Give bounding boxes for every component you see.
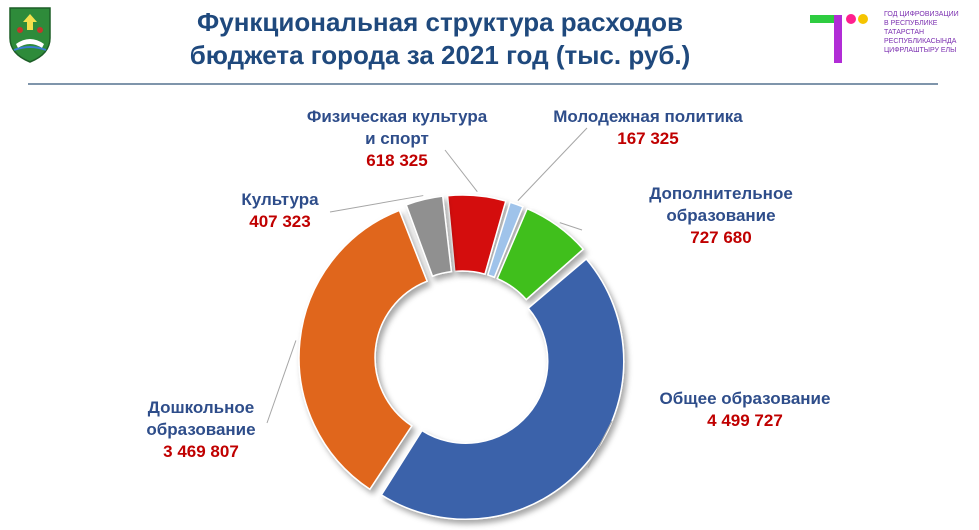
leader-line-general-education — [587, 420, 613, 468]
slice-name-label-youth-policy: Молодежная политика — [553, 107, 743, 126]
leader-line-preschool-education — [266, 340, 297, 424]
chart-leader-lines — [266, 127, 613, 468]
slice-name-label-sport: и спорт — [365, 129, 429, 148]
chart-labels: Физическая культура и спорт 618 325 Молодеж… — [146, 107, 830, 461]
logo-text-line: ГОД ЦИФРОВИЗАЦИИ — [884, 11, 959, 18]
logo-text-line: ЦИФРЛАШТЫРУ ЕЛЫ — [884, 47, 957, 54]
slice-value-label-general-education: 4 499 727 — [707, 411, 783, 430]
slice-value-label-additional-education: 727 680 — [690, 228, 751, 247]
slice-name-label-preschool-education: образование — [146, 420, 255, 439]
leader-line-sport — [444, 149, 478, 193]
logo-text-line: ТАТАРСТАН — [884, 29, 925, 36]
slice-value-label-culture: 407 323 — [249, 212, 310, 231]
slice-value-label-youth-policy: 167 325 — [617, 129, 678, 148]
slice-value-label-preschool-education: 3 469 807 — [163, 442, 239, 461]
slice-preschool-education — [298, 209, 429, 491]
page-title: Функциональная структура расходов бюджет… — [90, 6, 790, 72]
city-coat-of-arms-icon — [9, 7, 51, 63]
logo-text-line: РЕСПУБЛИКАСЫНДА — [884, 38, 957, 45]
logo-text: ГОД ЦИФРОВИЗАЦИИ В РЕСПУБЛИКЕ ТАТАРСТАН … — [884, 10, 979, 55]
slice-name-label-general-education: Общее образование — [660, 389, 831, 408]
slice-additional-education — [496, 207, 585, 301]
logo-text-line: В РЕСПУБЛИКЕ — [884, 20, 938, 27]
slice-name-label-culture: Культура — [241, 190, 319, 209]
leader-line-culture — [329, 195, 424, 213]
header-divider — [28, 83, 938, 85]
slice-name-label-sport: Физическая культура — [307, 107, 488, 126]
page-title-line-1: Функциональная структура расходов — [197, 7, 683, 37]
slice-name-label-additional-education: Дополнительное — [649, 184, 793, 203]
slice-name-label-preschool-education: Дошкольное — [148, 398, 254, 417]
leader-line-youth-policy — [517, 127, 588, 201]
slice-youth-policy — [486, 201, 524, 279]
header: Функциональная структура расходов бюджет… — [0, 0, 979, 92]
slice-sport — [446, 194, 507, 276]
slice-culture — [405, 195, 453, 278]
chart-slices — [298, 194, 625, 520]
leader-line-additional-education — [559, 222, 583, 231]
slice-general-education — [380, 257, 625, 520]
slice-value-label-sport: 618 325 — [366, 151, 427, 170]
page-title-line-2: бюджета города за 2021 год (тыс. руб.) — [189, 40, 691, 70]
slice-name-label-additional-education: образование — [666, 206, 775, 225]
digitalization-year-logo-icon — [810, 14, 868, 63]
